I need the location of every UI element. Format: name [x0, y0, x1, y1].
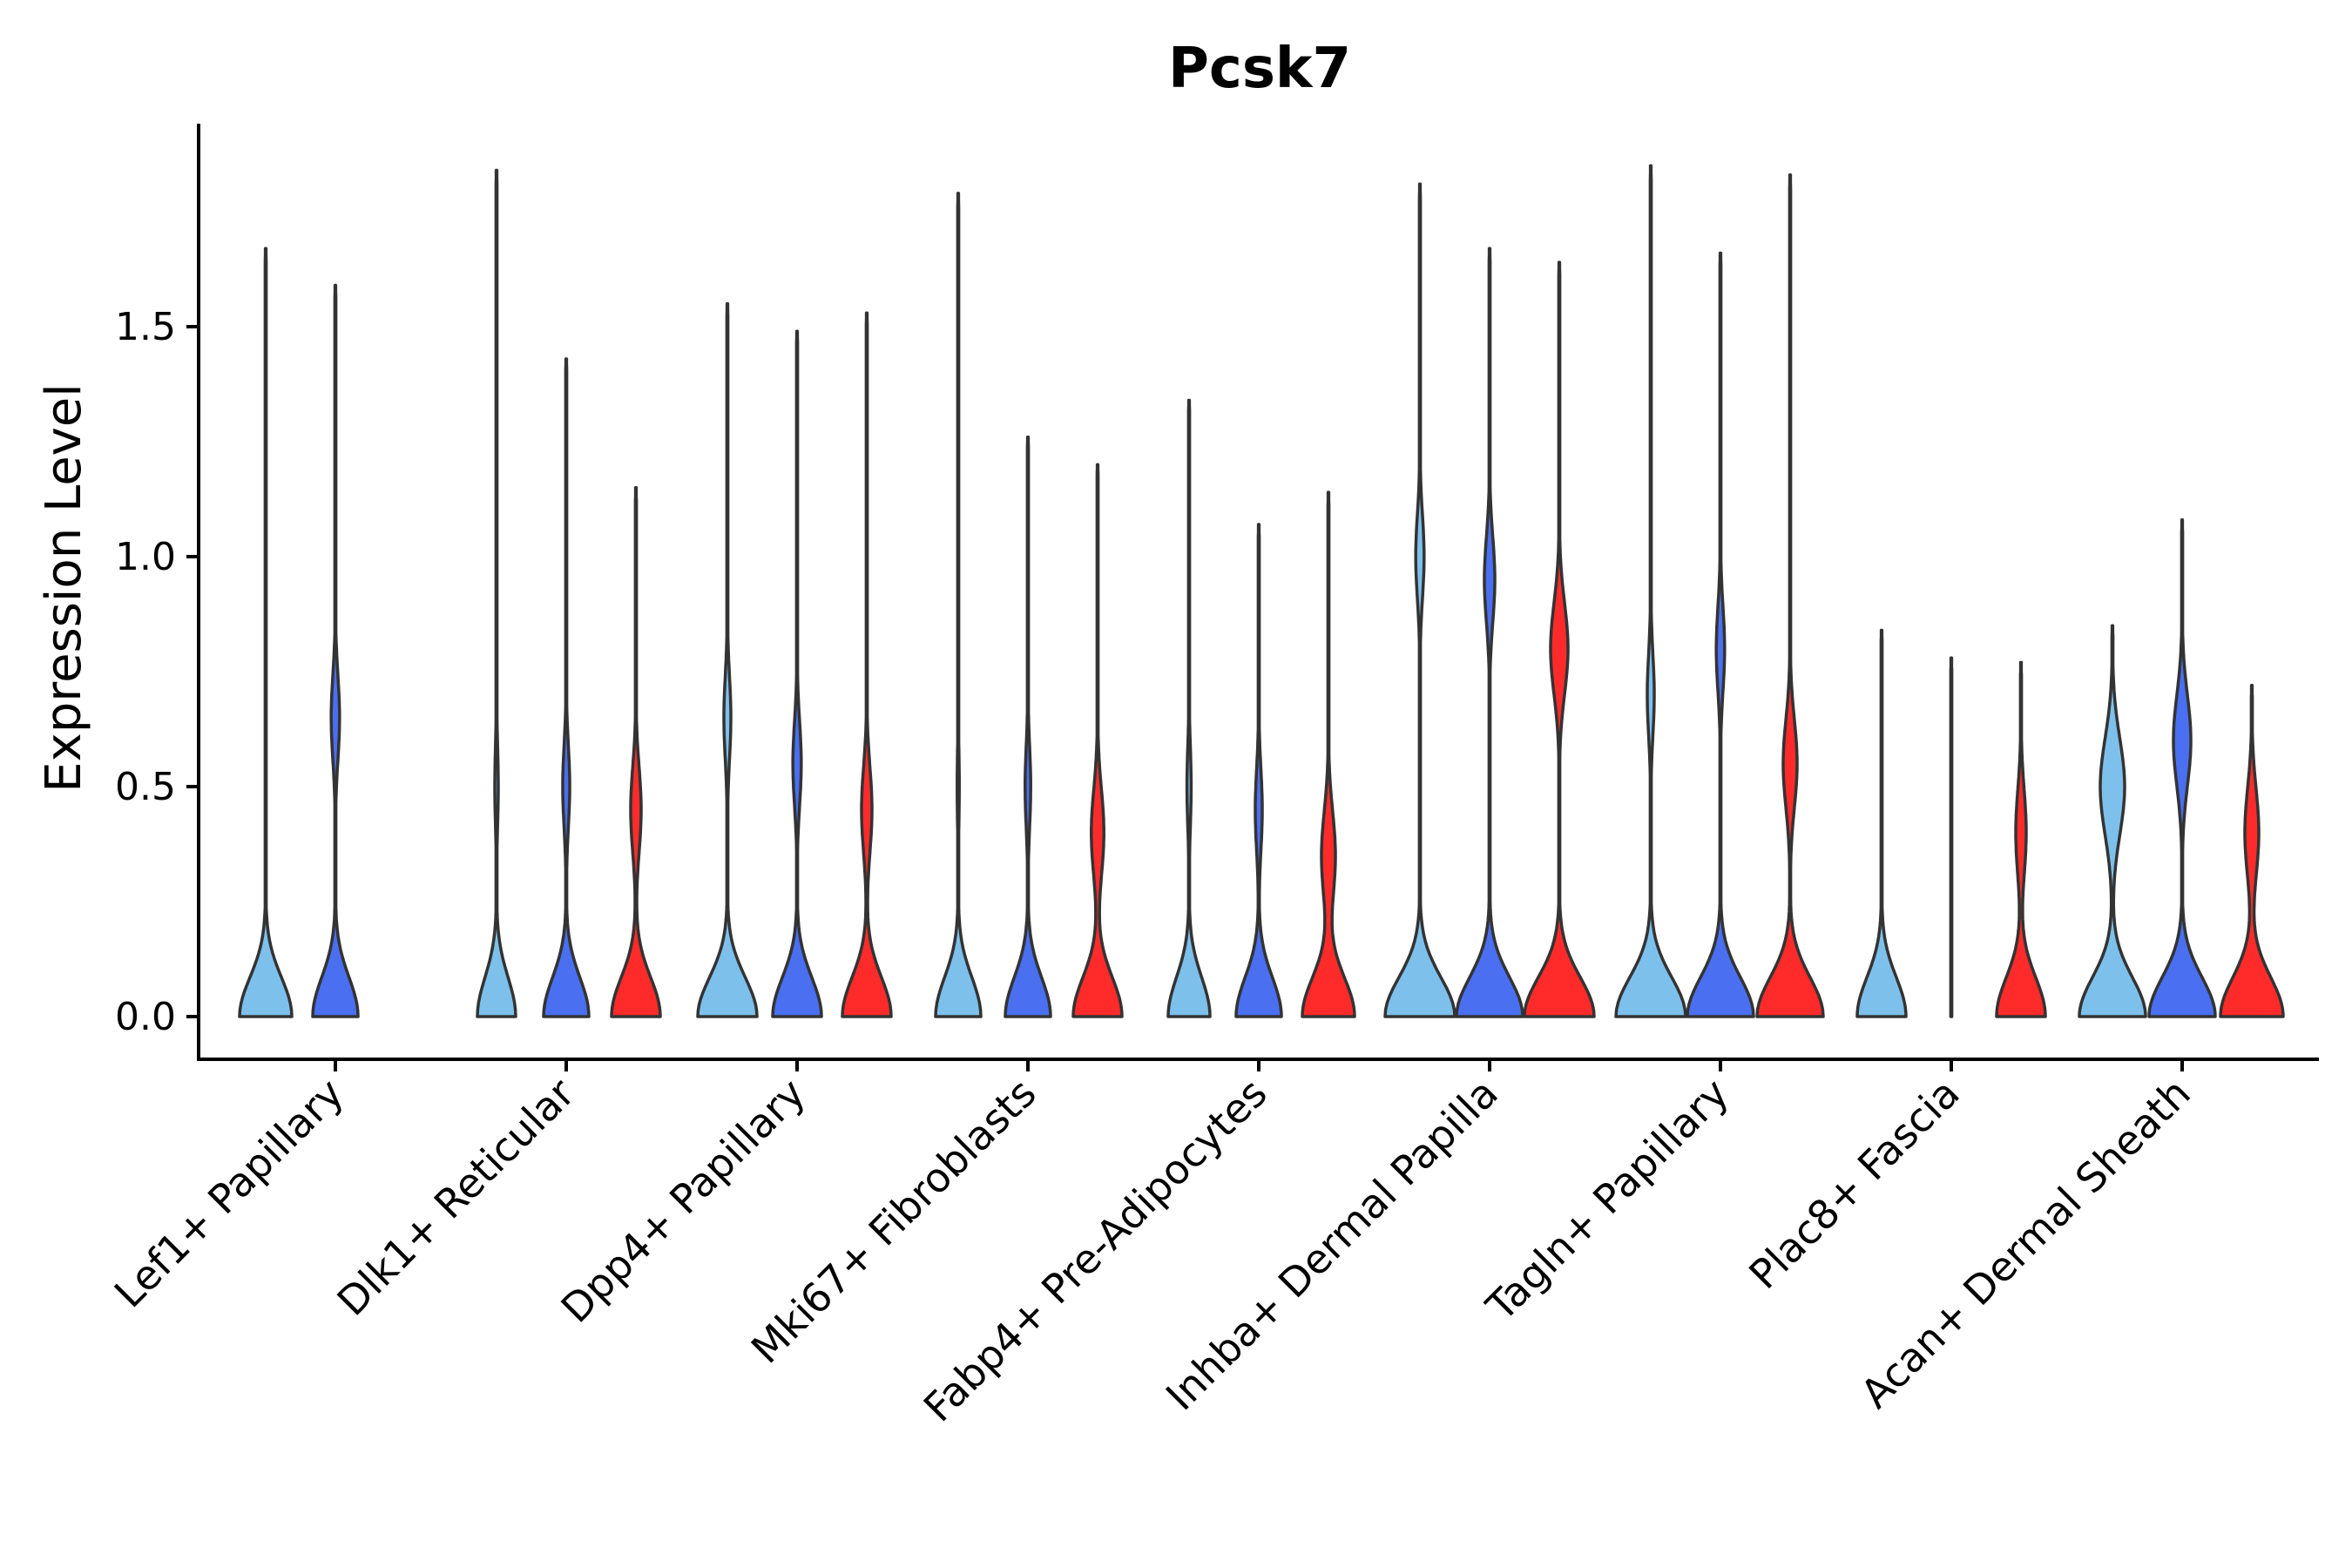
violin-group-1 [934, 192, 983, 1018]
violin-group-2 [1949, 656, 1954, 1018]
violin-group-1 [1614, 164, 1687, 1018]
violin-group-3 [1301, 490, 1356, 1018]
violin-group-3 [1523, 260, 1596, 1018]
chart-title: Pcsk7 [1168, 37, 1351, 101]
violin-group-3 [1071, 463, 1124, 1018]
y-axis-label: Expression Level [36, 383, 92, 793]
violin-group-2 [1455, 247, 1524, 1018]
violin-group-3 [610, 486, 662, 1018]
violin-group-2 [311, 283, 360, 1018]
violin-layer [238, 164, 2285, 1018]
y-tick-label: 1.5 [115, 305, 176, 349]
y-tick-label: 1.0 [115, 535, 176, 579]
y-tick-label: 0.5 [115, 765, 176, 809]
violin-group-2 [1234, 523, 1283, 1018]
violin-group-3 [841, 311, 893, 1018]
x-tick-label: Tagln+ Papillary [1477, 1070, 1738, 1331]
violin-group-1 [696, 301, 759, 1018]
x-tick-label: Dlk1+ Reticular [328, 1070, 584, 1325]
violin-group-1 [238, 247, 294, 1018]
x-tick-label: Plac8+ Fascia [1740, 1070, 1968, 1298]
x-tick-label: Lef1+ Papillary [105, 1070, 353, 1317]
violin-group-1 [1383, 182, 1456, 1018]
y-tick-label: 0.0 [115, 995, 176, 1039]
x-tick-label: Dpp4+ Papillary [552, 1070, 814, 1332]
violin-group-1 [1855, 628, 1908, 1018]
violin-group-1 [2078, 624, 2147, 1018]
violin-group-1 [476, 168, 517, 1018]
y-ticks: 0.0 0.5 1.0 1.5 [115, 305, 199, 1039]
violin-group-1 [1166, 398, 1212, 1018]
violin-group-2 [1004, 435, 1052, 1018]
violin-group-2 [1686, 251, 1755, 1018]
violin-group-3 [1995, 660, 2047, 1018]
violin-group-2 [771, 329, 823, 1018]
violin-group-2 [2147, 518, 2217, 1018]
violin-group-3 [1755, 173, 1825, 1018]
violin-group-3 [2219, 684, 2285, 1018]
violin-group-2 [542, 357, 591, 1018]
